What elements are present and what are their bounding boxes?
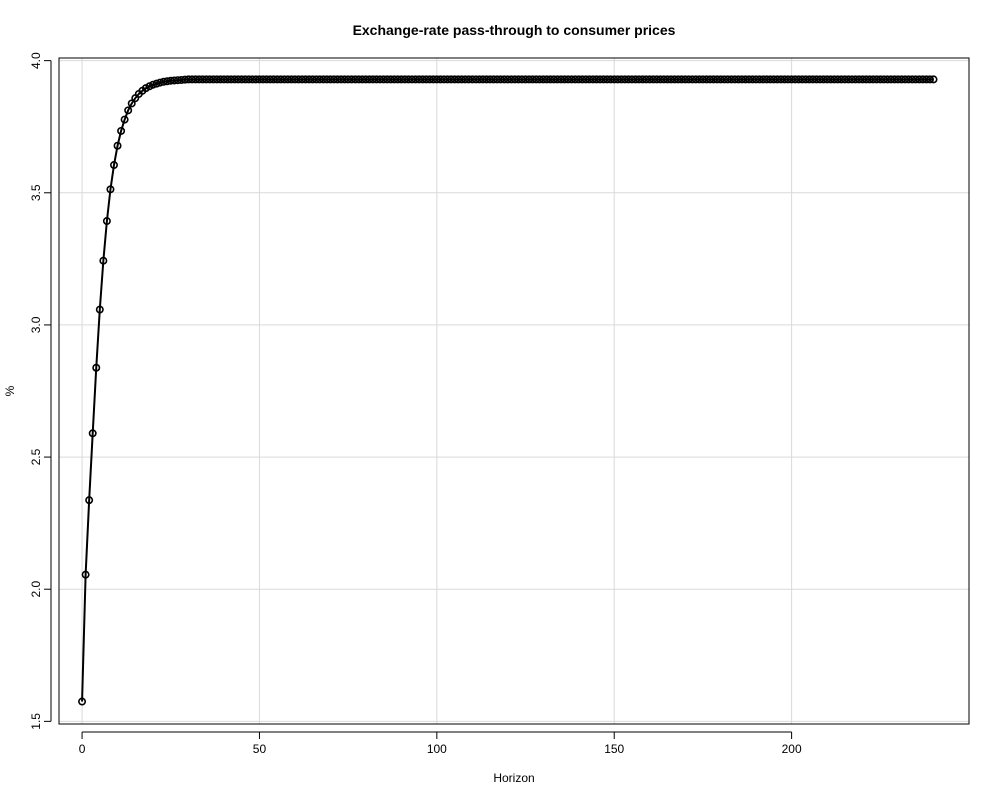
data-point [149, 80, 158, 89]
grid-lines [59, 58, 969, 724]
data-point [106, 185, 115, 194]
y-axis-label: % [3, 385, 17, 396]
data-point [156, 78, 165, 87]
data-point [78, 697, 87, 706]
data-point [113, 141, 122, 150]
y-tick-label: 3.0 [29, 316, 43, 333]
data-point [99, 256, 108, 265]
x-tick-label: 50 [253, 742, 267, 756]
data-point [124, 106, 133, 115]
data-point [117, 126, 126, 135]
x-tick-label: 150 [604, 742, 624, 756]
data-point [120, 115, 129, 124]
data-point [109, 161, 118, 170]
data-point [127, 99, 136, 108]
data-point [88, 429, 97, 438]
x-tick-label: 200 [782, 742, 802, 756]
series-line [81, 78, 934, 702]
data-point [929, 75, 938, 84]
series-layer [78, 75, 938, 706]
data-point [159, 77, 168, 86]
x-tick-label: 0 [79, 742, 86, 756]
data-point [152, 79, 161, 88]
y-tick-label: 4.0 [29, 52, 43, 69]
data-point [925, 75, 934, 84]
x-tick-label: 100 [427, 742, 447, 756]
plot-area-frame [58, 57, 970, 725]
data-point [85, 496, 94, 505]
chart-title: Exchange-rate pass-through to consumer p… [353, 22, 676, 38]
data-point [81, 570, 90, 579]
data-point [102, 217, 111, 226]
x-axis-label: Horizon [493, 771, 534, 785]
y-tick-label: 2.0 [29, 581, 43, 598]
y-tick-label: 3.5 [29, 184, 43, 201]
y-tick-label: 1.5 [29, 713, 43, 730]
axes: 0 50 100 150 200 1.5 2.0 2.5 3.0 3.5 4.0 [29, 52, 802, 756]
data-point [95, 305, 104, 314]
y-tick-label: 2.5 [29, 448, 43, 465]
data-point [92, 363, 101, 372]
